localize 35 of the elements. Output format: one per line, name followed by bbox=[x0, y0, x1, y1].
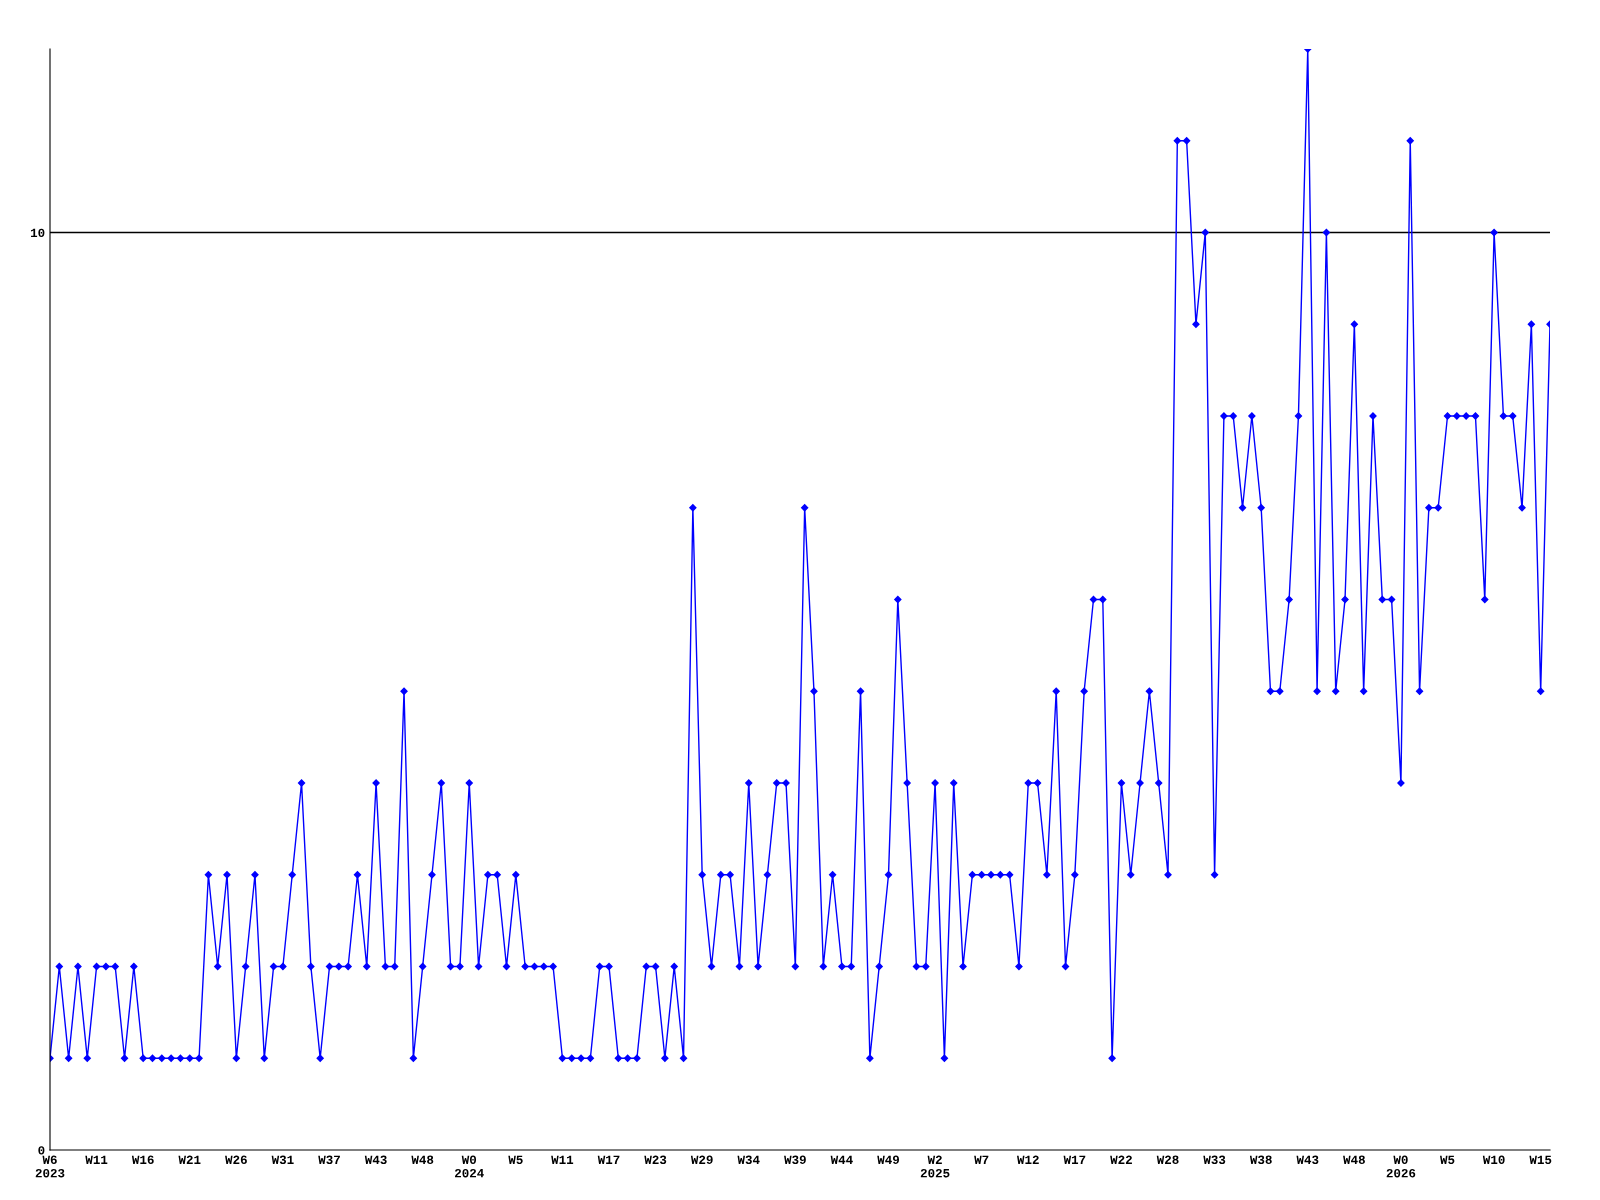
x-tick-label: W33 bbox=[1203, 1155, 1226, 1165]
x-tick-label: W10 bbox=[1482, 1155, 1505, 1164]
x-tick-label: W2 2025 bbox=[920, 1155, 950, 1178]
x-tick-label: W17 bbox=[597, 1155, 620, 1164]
x-tick-label: W29 bbox=[690, 1155, 713, 1164]
x-tick-label: W5 bbox=[1440, 1155, 1455, 1164]
x-tick-label: W43 bbox=[1296, 1155, 1319, 1165]
x-tick-label: W28 bbox=[1156, 1155, 1179, 1164]
x-tick-label: W21 bbox=[178, 1155, 201, 1164]
x-tick-label: W6 2023 bbox=[35, 1155, 65, 1178]
x-tick-label: W37 bbox=[318, 1155, 340, 1165]
x-tick-label: W0 2024 bbox=[455, 1155, 484, 1178]
x-tick-label: W43 bbox=[364, 1155, 387, 1165]
y-tick-label: 10 bbox=[30, 228, 45, 238]
x-tick-label: W12 bbox=[1017, 1155, 1039, 1164]
x-tick-label: W5 bbox=[508, 1155, 523, 1164]
x-tick-label: W11 bbox=[551, 1155, 574, 1164]
x-tick-label: W48 bbox=[1343, 1155, 1365, 1164]
x-tick-label: W7 bbox=[974, 1155, 989, 1164]
x-tick-label: W31 bbox=[271, 1155, 294, 1165]
x-tick-label: W44 bbox=[830, 1155, 853, 1164]
x-tick-label: W49 bbox=[877, 1155, 900, 1164]
x-tick-label: W23 bbox=[644, 1155, 667, 1165]
x-tick-label: W11 bbox=[85, 1155, 108, 1164]
x-tick-label: W22 bbox=[1110, 1155, 1132, 1164]
x-tick-label: W15 bbox=[1529, 1155, 1552, 1164]
x-tick-label: W48 bbox=[411, 1155, 434, 1164]
x-tick-label: W39 bbox=[784, 1155, 806, 1165]
x-tick-label: W16 bbox=[131, 1155, 154, 1164]
x-tick-label: W26 bbox=[225, 1155, 247, 1164]
x-tick-label: W0 2026 bbox=[1386, 1155, 1416, 1178]
x-tick-label: W38 bbox=[1249, 1155, 1272, 1165]
x-tick-label: W17 bbox=[1063, 1155, 1086, 1164]
y-tick-label: 0 bbox=[38, 1146, 45, 1155]
x-tick-label: W34 bbox=[737, 1155, 760, 1165]
